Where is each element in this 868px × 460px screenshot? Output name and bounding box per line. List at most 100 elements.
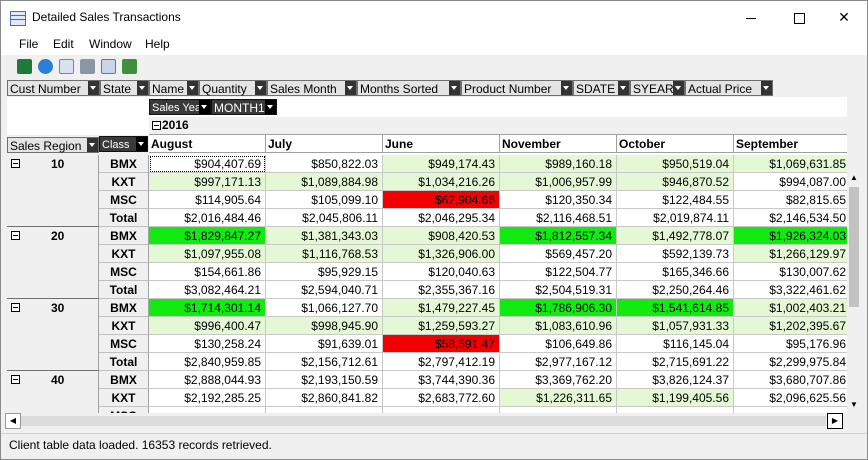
horizontal-scroll-thumb[interactable]: [21, 416, 826, 426]
value-cell[interactable]: $2,193,150.59: [266, 371, 383, 389]
value-cell[interactable]: [500, 407, 617, 413]
row-field-sales-region[interactable]: Sales Region: [7, 137, 99, 153]
preview-icon[interactable]: [59, 59, 74, 74]
value-cell[interactable]: $1,829,847.27: [149, 227, 266, 245]
field-cust-number[interactable]: Cust Number: [7, 80, 100, 96]
value-cell[interactable]: $1,714,301.14: [149, 299, 266, 317]
value-cell[interactable]: $1,199,405.56: [617, 389, 734, 407]
menu-edit[interactable]: Edit: [53, 37, 74, 51]
scroll-up-icon[interactable]: ▲: [850, 173, 858, 182]
value-cell[interactable]: $904,407.69: [149, 155, 266, 173]
field-sales-month[interactable]: Sales Month: [267, 80, 357, 96]
value-cell[interactable]: $2,250,264.46: [617, 281, 734, 299]
value-cell[interactable]: $3,744,390.36: [383, 371, 500, 389]
dropdown-arrow-icon[interactable]: [255, 81, 266, 95]
scroll-left-icon[interactable]: ◀: [5, 413, 21, 429]
horizontal-scrollbar[interactable]: ◀ ▶: [1, 413, 855, 430]
value-cell[interactable]: $1,097,955.08: [149, 245, 266, 263]
value-cell[interactable]: $1,326,906.00: [383, 245, 500, 263]
value-cell[interactable]: $989,160.18: [500, 155, 617, 173]
vertical-scroll-thumb[interactable]: [849, 187, 859, 307]
dropdown-arrow-icon[interactable]: [136, 137, 147, 151]
value-cell[interactable]: [617, 407, 734, 413]
value-cell[interactable]: $2,977,167.12: [500, 353, 617, 371]
value-cell[interactable]: $2,019,874.11: [617, 209, 734, 227]
value-cell[interactable]: $2,046,295.34: [383, 209, 500, 227]
value-cell[interactable]: $3,082,464.21: [149, 281, 266, 299]
col-field-month1[interactable]: MONTH1: [211, 99, 277, 115]
value-cell[interactable]: $569,457.20: [500, 245, 617, 263]
value-cell[interactable]: $82,815.65: [734, 191, 851, 209]
menu-help[interactable]: Help: [145, 37, 170, 51]
value-cell[interactable]: $997,171.13: [149, 173, 266, 191]
value-cell[interactable]: $2,192,285.25: [149, 389, 266, 407]
value-cell[interactable]: $2,116,468.51: [500, 209, 617, 227]
dropdown-arrow-icon[interactable]: [561, 81, 572, 95]
value-cell[interactable]: $154,661.86: [149, 263, 266, 281]
value-cell[interactable]: $3,826,124.37: [617, 371, 734, 389]
col-header-month[interactable]: November: [500, 135, 617, 153]
value-cell[interactable]: $2,594,040.71: [266, 281, 383, 299]
value-cell[interactable]: $908,420.53: [383, 227, 500, 245]
value-cell[interactable]: $1,479,227.45: [383, 299, 500, 317]
value-cell[interactable]: $2,045,806.11: [266, 209, 383, 227]
collapse-icon[interactable]: [152, 121, 161, 130]
dropdown-arrow-icon[interactable]: [449, 81, 460, 95]
value-cell[interactable]: $2,096,625.56: [734, 389, 851, 407]
col-header-month[interactable]: August: [149, 135, 266, 153]
maximize-button[interactable]: [776, 1, 822, 33]
col-header-month[interactable]: October: [617, 135, 734, 153]
value-cell[interactable]: $122,504.77: [500, 263, 617, 281]
field-actual-price[interactable]: Actual Price: [685, 80, 773, 96]
value-cell[interactable]: $2,797,412.19: [383, 353, 500, 371]
field-syear[interactable]: SYEAR: [630, 80, 685, 96]
value-cell[interactable]: $1,034,216.26: [383, 173, 500, 191]
dropdown-arrow-icon[interactable]: [87, 138, 98, 152]
value-cell[interactable]: $120,040.63: [383, 263, 500, 281]
col-field-sales-year[interactable]: Sales Year: [149, 99, 211, 115]
value-cell[interactable]: $91,639.01: [266, 335, 383, 353]
value-cell[interactable]: $2,888,044.93: [149, 371, 266, 389]
close-button[interactable]: ✕: [821, 1, 867, 33]
value-cell[interactable]: $2,860,841.82: [266, 389, 383, 407]
value-cell[interactable]: $3,680,707.86: [734, 371, 851, 389]
dropdown-arrow-icon[interactable]: [345, 81, 356, 95]
value-cell[interactable]: $62,904.66: [383, 191, 500, 209]
value-cell[interactable]: $592,139.73: [617, 245, 734, 263]
dropdown-arrow-icon[interactable]: [187, 81, 198, 95]
value-cell[interactable]: $1,069,631.85: [734, 155, 851, 173]
collapse-icon[interactable]: [11, 159, 20, 168]
value-cell[interactable]: $3,322,461.62: [734, 281, 851, 299]
value-cell[interactable]: $996,400.47: [149, 317, 266, 335]
value-cell[interactable]: [266, 407, 383, 413]
copy-icon[interactable]: [101, 59, 116, 74]
value-cell[interactable]: $1,492,778.07: [617, 227, 734, 245]
value-cell[interactable]: $1,381,343.03: [266, 227, 383, 245]
scroll-down-icon[interactable]: ▼: [850, 400, 858, 409]
value-cell[interactable]: $130,258.24: [149, 335, 266, 353]
value-cell[interactable]: $165,346.66: [617, 263, 734, 281]
dropdown-arrow-icon[interactable]: [137, 81, 148, 95]
menu-window[interactable]: Window: [89, 37, 132, 51]
col-header-month[interactable]: September: [734, 135, 851, 153]
row-field-class[interactable]: Class: [99, 136, 148, 152]
value-cell[interactable]: $1,002,403.21: [734, 299, 851, 317]
print-icon[interactable]: [80, 59, 95, 74]
value-cell[interactable]: $2,146,534.50: [734, 209, 851, 227]
collapse-icon[interactable]: [11, 303, 20, 312]
field-quantity[interactable]: Quantity: [199, 80, 267, 96]
value-cell[interactable]: $946,870.52: [617, 173, 734, 191]
value-cell[interactable]: $1,089,884.98: [266, 173, 383, 191]
col-header-month[interactable]: July: [266, 135, 383, 153]
value-cell[interactable]: $2,156,712.61: [266, 353, 383, 371]
excel-icon[interactable]: [17, 59, 32, 74]
value-cell[interactable]: [149, 407, 266, 413]
value-cell[interactable]: $58,591.47: [383, 335, 500, 353]
value-cell[interactable]: $116,145.04: [617, 335, 734, 353]
value-cell[interactable]: $120,350.34: [500, 191, 617, 209]
value-cell[interactable]: $1,066,127.70: [266, 299, 383, 317]
field-sdate[interactable]: SDATE: [573, 80, 630, 96]
value-cell[interactable]: $1,541,614.85: [617, 299, 734, 317]
value-cell[interactable]: $1,116,768.53: [266, 245, 383, 263]
value-cell[interactable]: $130,007.62: [734, 263, 851, 281]
